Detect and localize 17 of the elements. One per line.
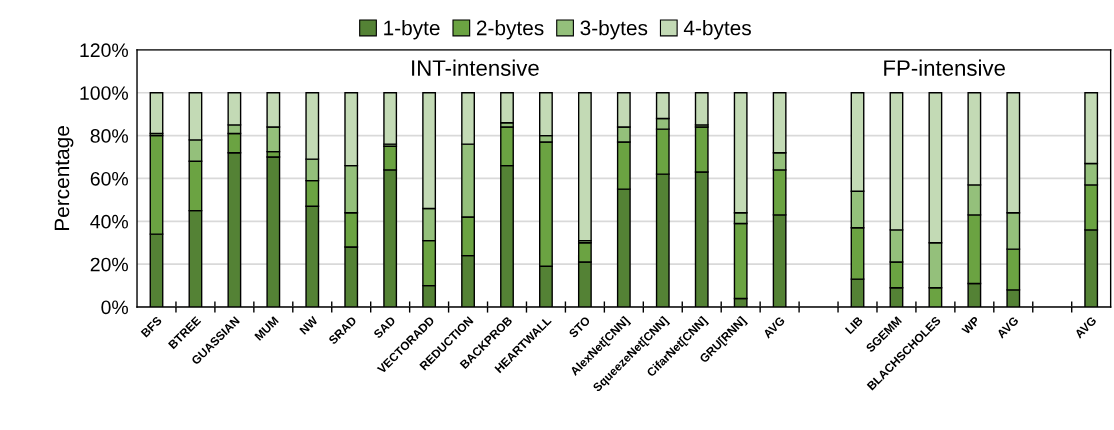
x-tick-label: NW xyxy=(299,315,319,335)
legend-label: 2-bytes xyxy=(476,20,544,40)
annotation: FP-intensive xyxy=(884,59,1005,76)
y-tick-label: 20% xyxy=(90,257,128,272)
x-tick-label: WP xyxy=(961,315,981,335)
y-axis-title: Percentage xyxy=(54,126,74,231)
y-tick-label: 0% xyxy=(101,300,128,315)
annotation: INT-intensive xyxy=(412,59,539,76)
y-tick-label: 40% xyxy=(90,214,128,229)
legend-label: 4-bytes xyxy=(683,20,751,40)
y-tick-label: 100% xyxy=(80,86,128,100)
y-tick-label: 80% xyxy=(90,129,128,143)
y-tick-label: 120% xyxy=(80,43,128,58)
y-tick-label: 60% xyxy=(90,171,128,186)
legend-label: 3-bytes xyxy=(580,20,648,40)
x-tick-label: LIB xyxy=(844,316,864,335)
legend-label: 1-byte xyxy=(384,20,440,40)
